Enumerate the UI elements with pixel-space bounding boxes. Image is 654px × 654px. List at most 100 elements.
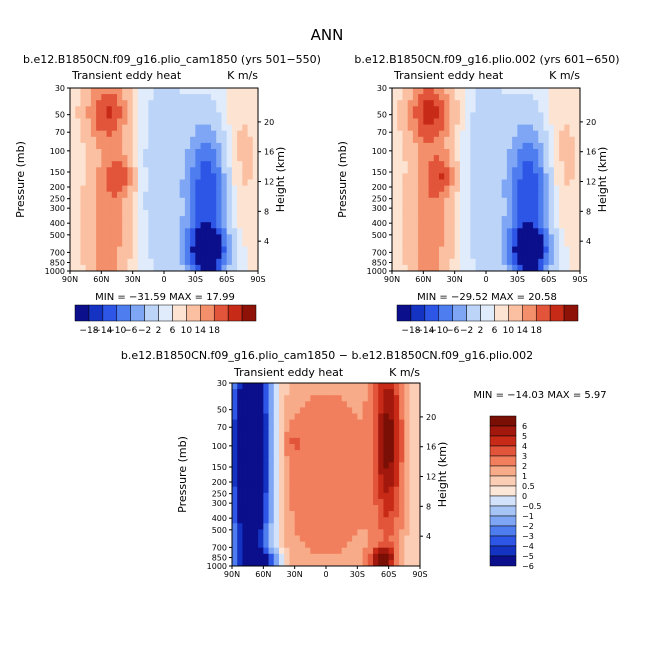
contour-cell — [548, 210, 555, 217]
colorbar-swatch — [489, 465, 517, 477]
contour-cell — [454, 94, 461, 101]
contour-cell — [75, 216, 81, 223]
contour-cell — [111, 88, 118, 95]
contour-cell — [247, 383, 254, 390]
contour-cell — [169, 106, 175, 113]
contour-cell — [205, 240, 212, 248]
contour-cell — [439, 106, 445, 113]
contour-cell — [226, 124, 233, 132]
contour-cell — [252, 100, 259, 107]
contour-cell — [252, 553, 259, 561]
contour-cell — [284, 425, 290, 433]
contour-cell — [247, 535, 254, 543]
contour-cell — [486, 155, 492, 162]
contour-cell — [533, 252, 539, 260]
contour-cell — [80, 118, 87, 126]
contour-cell — [397, 124, 403, 132]
contour-cell — [475, 94, 482, 101]
y2-tick-label: 8 — [586, 207, 591, 216]
contour-cell — [399, 498, 405, 506]
contour-cell — [211, 252, 217, 260]
contour-cell — [158, 210, 165, 217]
contour-cell — [263, 529, 270, 536]
contour-cell — [470, 112, 477, 119]
contour-cell — [449, 142, 456, 150]
contour-cell — [501, 124, 508, 132]
contour-cell — [480, 106, 487, 113]
contour-cell — [184, 197, 191, 205]
contour-cell — [527, 88, 534, 95]
contour-cell — [346, 425, 353, 433]
contour-cell — [273, 505, 280, 512]
contour-cell — [299, 389, 306, 396]
contour-cell — [527, 240, 534, 248]
colorbar-label: 1 — [522, 472, 527, 481]
contour-cell — [433, 88, 440, 95]
contour-cell — [137, 88, 144, 95]
contour-cell — [252, 407, 259, 414]
contour-cell — [117, 94, 123, 101]
contour-cell — [393, 498, 400, 506]
contour-cell — [404, 505, 411, 512]
contour-cell — [279, 511, 285, 518]
contour-cell — [96, 185, 102, 193]
contour-cell — [169, 149, 175, 156]
contour-cell — [517, 136, 524, 144]
contour-cell — [117, 191, 123, 199]
y-tick-label: 100 — [372, 147, 387, 156]
contour-cell — [164, 191, 170, 199]
contour-cell — [158, 185, 165, 193]
contour-cell — [315, 437, 322, 445]
y-tick-label: 150 — [372, 168, 387, 177]
contour-cell — [367, 523, 374, 530]
contour-cell — [174, 118, 181, 126]
contour-cell — [242, 553, 249, 561]
contour-cell — [242, 547, 249, 555]
contour-cell — [444, 203, 450, 211]
contour-cell — [80, 179, 87, 187]
contour-cell — [80, 142, 87, 150]
contour-cell — [310, 431, 317, 439]
contour-cell — [237, 468, 243, 475]
contour-cell — [367, 444, 374, 451]
contour-cell — [564, 112, 571, 119]
contour-cell — [268, 437, 275, 445]
contour-cell — [454, 222, 461, 229]
contour-cell — [393, 450, 400, 457]
contour-cell — [242, 541, 249, 549]
contour-cell — [486, 167, 492, 174]
contour-cell — [75, 136, 81, 144]
contour-cell — [221, 179, 228, 187]
contour-cell — [512, 161, 518, 168]
contour-cell — [412, 191, 419, 199]
contour-cell — [80, 124, 87, 132]
contour-cell — [143, 106, 149, 113]
contour-cell — [200, 136, 207, 144]
contour-cell — [153, 252, 160, 260]
contour-cell — [423, 100, 430, 107]
contour-cell — [367, 480, 374, 488]
contour-cell — [85, 106, 92, 113]
contour-cell — [294, 431, 301, 439]
contour-cell — [158, 149, 165, 156]
contour-cell — [284, 395, 290, 402]
contour-cell — [486, 118, 492, 126]
contour-cell — [200, 112, 207, 119]
contour-cell — [404, 559, 411, 567]
contour-cell — [362, 541, 369, 549]
contour-cell — [273, 547, 280, 555]
contour-cell — [444, 124, 450, 132]
contour-cell — [101, 130, 108, 138]
contour-cell — [569, 100, 576, 107]
contour-cell — [501, 222, 508, 229]
contour-cell — [305, 535, 311, 543]
contour-cell — [346, 523, 353, 530]
contour-cell — [414, 431, 421, 439]
contour-cell — [143, 210, 149, 217]
contour-cell — [392, 203, 398, 211]
contour-cell — [543, 173, 550, 180]
contour-cell — [174, 155, 181, 162]
contour-cell — [407, 246, 414, 254]
contour-cell — [423, 234, 430, 241]
contour-cell — [512, 246, 518, 254]
